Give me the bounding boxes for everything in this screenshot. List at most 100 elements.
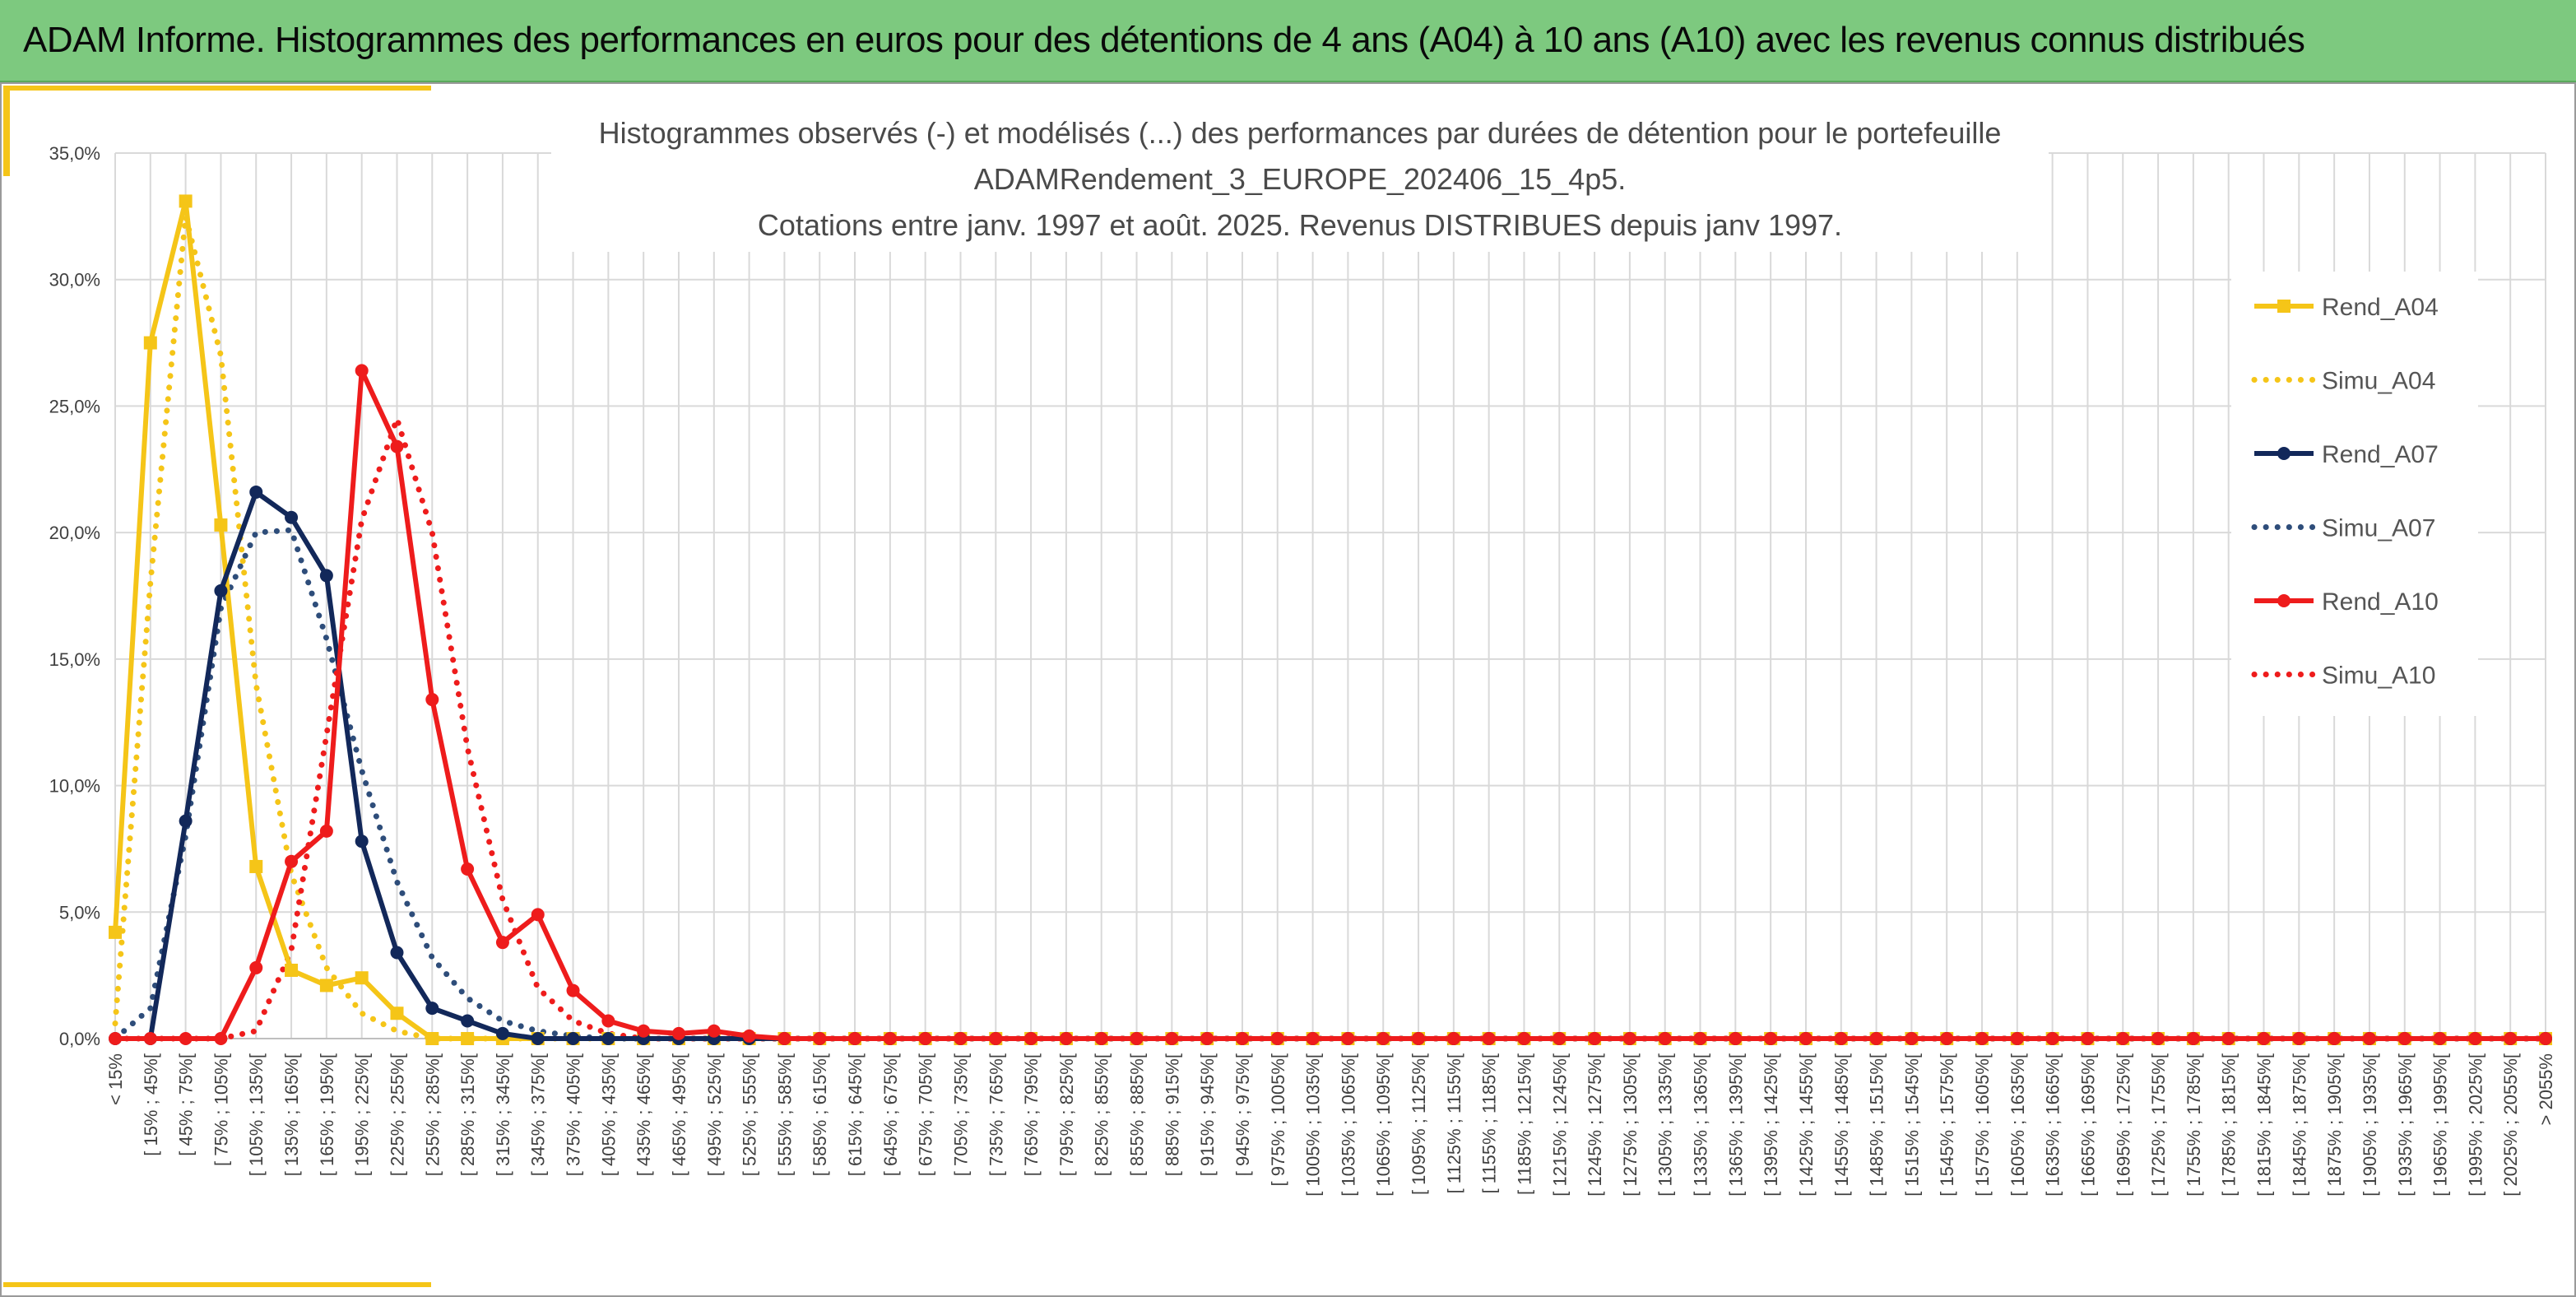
- series-line-rend-a07: [115, 490, 2546, 1041]
- data-point-rend-a10: [813, 1032, 827, 1045]
- data-point-rend-a07: [355, 834, 369, 848]
- data-point-rend-a10: [2328, 1032, 2342, 1045]
- data-point-rend-a10: [848, 1032, 862, 1045]
- chart-frame: [0, 82, 2576, 1297]
- data-point-rend-a04: [179, 194, 193, 208]
- data-point-rend-a07: [495, 1026, 509, 1040]
- x-tick-label: [ 675% ; 705%[: [916, 1053, 936, 1176]
- x-tick-label: [ 1305% ; 1335%[: [1655, 1053, 1676, 1197]
- x-tick-label: [ 2025% ; 2055%[: [2500, 1053, 2521, 1197]
- data-point-rend-a10: [2292, 1032, 2306, 1045]
- y-tick-label: 0,0%: [59, 1029, 100, 1049]
- x-tick-label: [ 1965% ; 1995%[: [2430, 1053, 2451, 1197]
- x-tick-label: [ 645% ; 675%[: [880, 1053, 901, 1176]
- data-point-rend-a10: [1376, 1032, 1390, 1045]
- data-point-rend-a10: [1482, 1032, 1496, 1045]
- data-point-rend-a10: [425, 693, 439, 707]
- legend-background: [2231, 272, 2478, 716]
- x-tick-label: [ 1455% ; 1485%[: [1831, 1053, 1852, 1197]
- y-tick-label: 20,0%: [49, 523, 100, 543]
- data-point-rend-a10: [2045, 1032, 2059, 1045]
- header-banner: ADAM Informe. Histogrammes des performan…: [0, 0, 2576, 82]
- x-tick-label: [ 1035% ; 1065%[: [1338, 1053, 1358, 1197]
- data-point-rend-a10: [742, 1029, 756, 1043]
- legend-label-rend-a07: Rend_A07: [2322, 441, 2439, 468]
- x-tick-label: [ 705% ; 735%[: [950, 1053, 971, 1176]
- data-point-rend-a10: [2221, 1032, 2235, 1045]
- data-point-rend-a10: [495, 936, 509, 950]
- x-tick-label: [ 795% ; 825%[: [1056, 1053, 1077, 1176]
- data-point-rend-a10: [285, 854, 299, 868]
- accent-bar-bottom: [3, 1282, 431, 1287]
- x-tick-label: [ 615% ; 645%[: [845, 1053, 866, 1176]
- data-point-rend-a10: [2257, 1032, 2271, 1045]
- data-point-rend-a10: [2010, 1032, 2024, 1045]
- chart-title-line-1: Histogrammes observés (-) et modélisés (…: [599, 116, 2002, 150]
- data-point-rend-a10: [179, 1032, 193, 1045]
- x-tick-label: [ 735% ; 765%[: [986, 1053, 1006, 1176]
- x-tick-label: [ 855% ; 885%[: [1127, 1053, 1148, 1176]
- x-tick-label: [ 165% ; 195%[: [317, 1053, 337, 1176]
- data-point-rend-a10: [989, 1032, 1003, 1045]
- y-tick-label: 15,0%: [49, 649, 100, 670]
- data-point-rend-a10: [319, 824, 333, 838]
- x-tick-label: [ 1215% ; 1245%[: [1549, 1053, 1570, 1197]
- x-tick-label: > 2055%: [2536, 1053, 2556, 1125]
- x-tick-label: [ 1995% ; 2025%[: [2465, 1053, 2485, 1197]
- x-tick-label: [ 765% ; 795%[: [1021, 1053, 1042, 1176]
- data-point-rend-a07: [179, 814, 193, 828]
- legend: Rend_A04 Simu_A04 Rend_A07 Simu_A07 Rend_A10…: [2251, 294, 2439, 690]
- series-line-simu-a07: [112, 527, 2549, 1042]
- data-point-rend-a10: [671, 1026, 685, 1040]
- x-tick-label: [ 1275% ; 1305%[: [1620, 1053, 1641, 1197]
- x-tick-label: [ 45% ; 75%[: [176, 1053, 197, 1156]
- legend-marker-rend-a07: [2277, 447, 2291, 460]
- data-point-rend-a10: [2433, 1032, 2447, 1045]
- x-tick-label: [ 525% ; 555%[: [740, 1053, 760, 1176]
- x-tick-label: [ 465% ; 495%[: [669, 1053, 689, 1176]
- x-tick-label: [ 1335% ; 1365%[: [1691, 1053, 1711, 1197]
- data-point-rend-a04: [249, 859, 263, 873]
- x-tick-label: [ 1785% ; 1815%[: [2219, 1053, 2239, 1197]
- x-tick-label: [ 495% ; 525%[: [704, 1053, 725, 1176]
- data-point-rend-a04: [461, 1032, 475, 1045]
- x-tick-label: [ 1725% ; 1755%[: [2148, 1053, 2169, 1197]
- data-point-rend-a10: [777, 1032, 791, 1045]
- data-point-rend-a10: [1764, 1032, 1778, 1045]
- data-point-rend-a10: [2116, 1032, 2130, 1045]
- data-point-rend-a10: [1588, 1032, 1602, 1045]
- data-point-rend-a04: [109, 925, 122, 939]
- x-tick-label: [ 1485% ; 1515%[: [1867, 1053, 1887, 1197]
- x-tick-label: [ 405% ; 435%[: [598, 1053, 619, 1176]
- legend-label-rend-a04: Rend_A04: [2322, 294, 2439, 321]
- data-point-rend-a10: [1869, 1032, 1883, 1045]
- accent-bar-left: [3, 86, 10, 176]
- x-tick-label: [ 135% ; 165%[: [281, 1053, 302, 1176]
- x-tick-label: [ 1695% ; 1725%[: [2113, 1053, 2133, 1197]
- data-point-rend-a10: [1940, 1032, 1954, 1045]
- data-point-rend-a10: [1130, 1032, 1144, 1045]
- x-tick-label: [ 75% ; 105%[: [211, 1053, 231, 1166]
- data-point-rend-a10: [1729, 1032, 1743, 1045]
- data-point-rend-a07: [566, 1032, 580, 1045]
- x-tick-label: [ 1245% ; 1275%[: [1585, 1053, 1605, 1197]
- data-point-rend-a10: [1094, 1032, 1108, 1045]
- data-point-rend-a10: [2362, 1032, 2376, 1045]
- chart-title-line-3: Cotations entre janv. 1997 et août. 2025…: [758, 208, 1842, 242]
- data-point-rend-a10: [1200, 1032, 1214, 1045]
- page-title: ADAM Informe. Histogrammes des performan…: [23, 20, 2305, 60]
- x-tick-label: [ 1065% ; 1095%[: [1373, 1053, 1394, 1197]
- series-line-rend-a10: [115, 368, 2546, 1041]
- data-point-rend-a10: [1270, 1032, 1284, 1045]
- series-lines: [109, 194, 2552, 1045]
- x-tick-label: [ 225% ; 255%[: [387, 1053, 407, 1176]
- y-axis: 0,0% 5,0% 10,0% 15,0% 20,0% 25,0% 30,0% 35,0%: [49, 143, 100, 1049]
- data-point-rend-a10: [2397, 1032, 2411, 1045]
- data-point-rend-a07: [319, 569, 333, 583]
- series-line-simu-a10: [112, 416, 2549, 1042]
- data-point-rend-a10: [1834, 1032, 1848, 1045]
- series-line-simu-a04: [112, 213, 2549, 1042]
- data-point-rend-a07: [461, 1014, 475, 1028]
- data-point-rend-a10: [1412, 1032, 1426, 1045]
- x-tick-label: [ 825% ; 855%[: [1092, 1053, 1112, 1176]
